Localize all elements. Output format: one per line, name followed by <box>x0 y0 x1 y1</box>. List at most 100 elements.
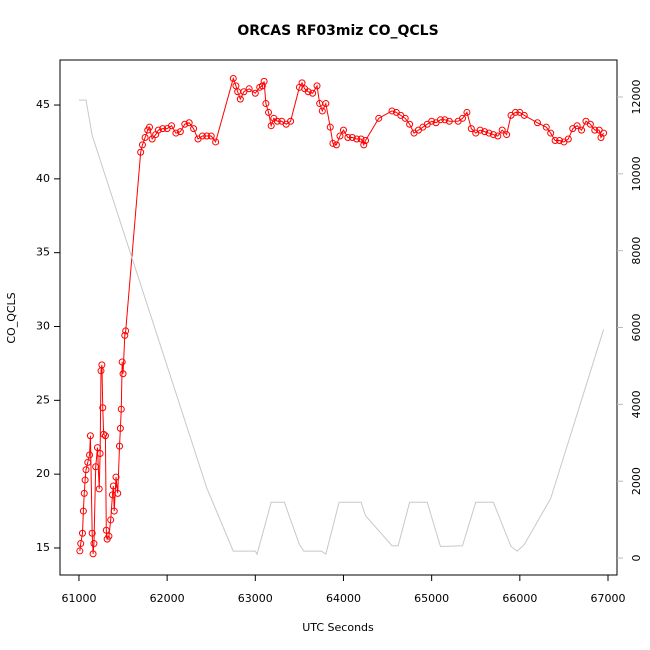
y2-tick-label: 2000 <box>630 467 643 495</box>
x-tick-label: 65000 <box>414 592 449 605</box>
data-point <box>476 126 484 134</box>
data-point <box>591 126 599 134</box>
data-point <box>578 126 586 134</box>
data-point <box>89 550 97 558</box>
data-point <box>76 547 84 555</box>
data-point <box>401 114 409 122</box>
data-point <box>348 134 356 142</box>
data-point <box>542 123 550 131</box>
data-point <box>353 135 361 143</box>
data-point <box>118 358 126 366</box>
y-tick-label: 30 <box>36 320 50 333</box>
data-point <box>90 540 98 548</box>
data-point <box>121 331 129 339</box>
data-point <box>229 74 237 82</box>
data-point <box>463 108 471 116</box>
data-point <box>86 432 94 440</box>
data-point <box>99 404 107 412</box>
data-point <box>329 139 337 147</box>
data-point <box>428 117 436 125</box>
data-point <box>322 100 330 108</box>
y-tick-label: 15 <box>36 541 50 554</box>
data-point <box>110 507 118 515</box>
data-point <box>258 82 266 90</box>
data-point <box>116 442 124 450</box>
data-point <box>267 122 275 130</box>
data-point <box>181 120 189 128</box>
data-point <box>260 77 268 85</box>
y2-tick-label: 0 <box>630 555 643 562</box>
data-point <box>481 128 489 136</box>
data-point <box>100 430 108 438</box>
y2-tick-label: 4000 <box>630 390 643 418</box>
data-point <box>190 125 198 133</box>
y2-tick-label: 12000 <box>630 79 643 114</box>
data-point <box>573 122 581 130</box>
data-point <box>98 361 106 369</box>
data-point <box>81 476 89 484</box>
data-point <box>586 120 594 128</box>
data-point <box>102 526 110 534</box>
data-point <box>388 107 396 115</box>
x-tick-label: 64000 <box>326 592 361 605</box>
data-point <box>600 129 608 137</box>
x-tick-label: 66000 <box>502 592 537 605</box>
data-point <box>339 126 347 134</box>
data-point <box>141 134 149 142</box>
y-tick-label: 35 <box>36 246 50 259</box>
x-tick-label: 67000 <box>591 592 626 605</box>
data-point <box>207 132 215 140</box>
data-point <box>313 82 321 90</box>
data-point <box>556 136 564 144</box>
data-point <box>88 529 96 537</box>
data-point <box>137 148 145 156</box>
data-point <box>145 123 153 131</box>
data-point <box>360 141 368 149</box>
data-point <box>105 532 113 540</box>
data-point <box>84 458 92 466</box>
data-point <box>78 529 86 537</box>
series-line <box>79 76 605 554</box>
data-point <box>503 131 511 139</box>
y-axis-label: CO_QCLS <box>5 292 18 343</box>
data-point <box>547 129 555 137</box>
data-point <box>86 451 94 459</box>
data-point <box>80 489 88 497</box>
data-point <box>441 116 449 124</box>
data-point <box>203 132 211 140</box>
data-point <box>92 463 100 471</box>
data-point <box>176 128 184 136</box>
data-point <box>114 489 122 497</box>
data-point <box>236 95 244 103</box>
data-point <box>262 100 270 108</box>
x-tick-label: 63000 <box>238 592 273 605</box>
data-point <box>159 125 167 133</box>
data-point <box>172 129 180 137</box>
x-axis-label: UTC Seconds <box>302 621 374 634</box>
y2-tick-label: 8000 <box>630 237 643 265</box>
data-point <box>245 85 253 93</box>
data-point <box>154 126 162 134</box>
data-point <box>185 119 193 127</box>
data-point <box>95 485 103 493</box>
data-point <box>116 424 124 432</box>
data-point <box>265 108 273 116</box>
data-point <box>82 466 90 474</box>
y-tick-label: 20 <box>36 467 50 480</box>
data-point <box>406 120 414 128</box>
data-point <box>109 482 117 490</box>
chart-title: ORCAS RF03miz CO_QCLS <box>237 23 438 39</box>
data-point <box>336 132 344 140</box>
data-point <box>489 131 497 139</box>
x-tick-label: 61000 <box>61 592 96 605</box>
data-point <box>101 432 109 440</box>
data-point <box>107 516 115 524</box>
data-point <box>119 370 127 378</box>
data-point <box>551 136 559 144</box>
data-point <box>485 129 493 137</box>
data-point <box>96 449 104 457</box>
plot-frame <box>59 59 618 576</box>
data-point <box>520 111 528 119</box>
data-point <box>79 507 87 515</box>
data-point <box>298 79 306 87</box>
